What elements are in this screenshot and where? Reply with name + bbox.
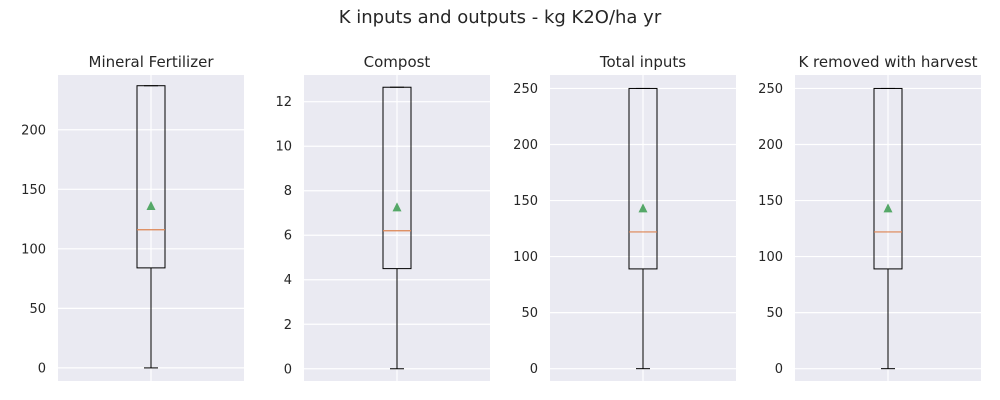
- subplot-title: Total inputs: [599, 53, 686, 71]
- box-iqr: [873, 87, 903, 270]
- y-tick-label: 0: [530, 362, 538, 377]
- y-tick-label: 250: [513, 82, 538, 97]
- y-tick-label: 150: [758, 194, 783, 209]
- mean-marker: [638, 203, 648, 213]
- subplot-title: Mineral Fertilizer: [89, 53, 215, 71]
- mean-marker: [392, 202, 402, 212]
- y-tick-label: 200: [513, 138, 538, 153]
- y-tick-label: 10: [275, 140, 292, 155]
- y-tick-label: 4: [284, 273, 292, 288]
- y-tick-label: 150: [21, 183, 46, 198]
- subplot-title: K removed with harvest: [798, 53, 977, 71]
- box-panel: 0 50 100 150 200 250 Total inputs: [513, 53, 736, 381]
- y-tick-label: 50: [521, 306, 538, 321]
- y-tick-label: 150: [513, 194, 538, 209]
- box-iqr: [136, 85, 166, 269]
- box-panel: 0 50 100 150 200 250 K removed with harvest: [758, 53, 981, 381]
- box-panel: 0 2 4 6 8 10 12 Compost: [275, 53, 490, 381]
- box-panel: 0 50 100 150 200 Mineral Fertilizer: [21, 53, 244, 381]
- box-iqr: [628, 87, 658, 270]
- y-tick-label: 8: [284, 184, 292, 199]
- y-tick-label: 0: [775, 362, 783, 377]
- y-tick-label: 100: [758, 250, 783, 265]
- y-tick-label: 2: [284, 318, 292, 333]
- y-tick-label: 6: [284, 229, 292, 244]
- y-tick-label: 100: [513, 250, 538, 265]
- y-tick-label: 50: [766, 306, 783, 321]
- mean-marker: [146, 200, 156, 210]
- y-tick-label: 200: [21, 123, 46, 138]
- y-tick-label: 100: [21, 242, 46, 257]
- figure-title: K inputs and outputs - kg K2O/ha yr: [339, 7, 662, 28]
- y-tick-label: 50: [29, 302, 46, 317]
- subplot-title: Compost: [364, 53, 431, 71]
- y-tick-label: 200: [758, 138, 783, 153]
- box-iqr: [382, 86, 412, 270]
- y-tick-label: 0: [284, 362, 292, 377]
- y-tick-label: 0: [38, 361, 46, 376]
- y-tick-label: 250: [758, 82, 783, 97]
- mean-marker: [883, 203, 893, 213]
- y-tick-label: 12: [275, 95, 292, 110]
